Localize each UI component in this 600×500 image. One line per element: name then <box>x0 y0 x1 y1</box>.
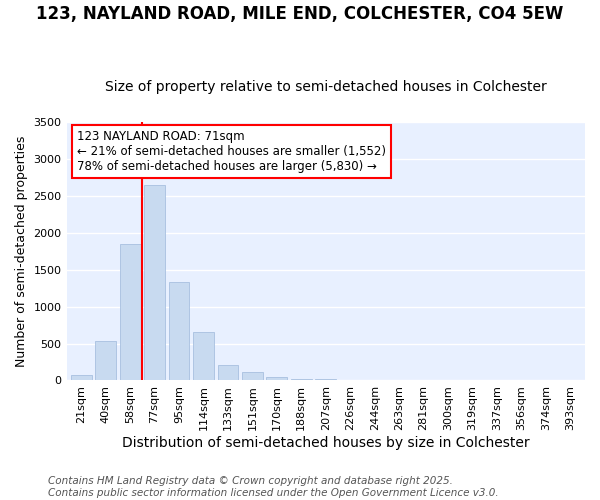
Bar <box>120 244 140 380</box>
Bar <box>266 377 287 380</box>
Text: Contains HM Land Registry data © Crown copyright and database right 2025.
Contai: Contains HM Land Registry data © Crown c… <box>48 476 499 498</box>
Bar <box>291 378 312 380</box>
X-axis label: Distribution of semi-detached houses by size in Colchester: Distribution of semi-detached houses by … <box>122 436 530 450</box>
Bar <box>316 379 336 380</box>
Text: 123 NAYLAND ROAD: 71sqm
← 21% of semi-detached houses are smaller (1,552)
78% of: 123 NAYLAND ROAD: 71sqm ← 21% of semi-de… <box>77 130 386 173</box>
Title: Size of property relative to semi-detached houses in Colchester: Size of property relative to semi-detach… <box>105 80 547 94</box>
Y-axis label: Number of semi-detached properties: Number of semi-detached properties <box>15 136 28 367</box>
Bar <box>218 365 238 380</box>
Bar <box>71 375 92 380</box>
Bar <box>144 185 165 380</box>
Bar <box>169 282 190 380</box>
Text: 123, NAYLAND ROAD, MILE END, COLCHESTER, CO4 5EW: 123, NAYLAND ROAD, MILE END, COLCHESTER,… <box>37 5 563 23</box>
Bar <box>95 341 116 380</box>
Bar <box>193 332 214 380</box>
Bar <box>242 372 263 380</box>
